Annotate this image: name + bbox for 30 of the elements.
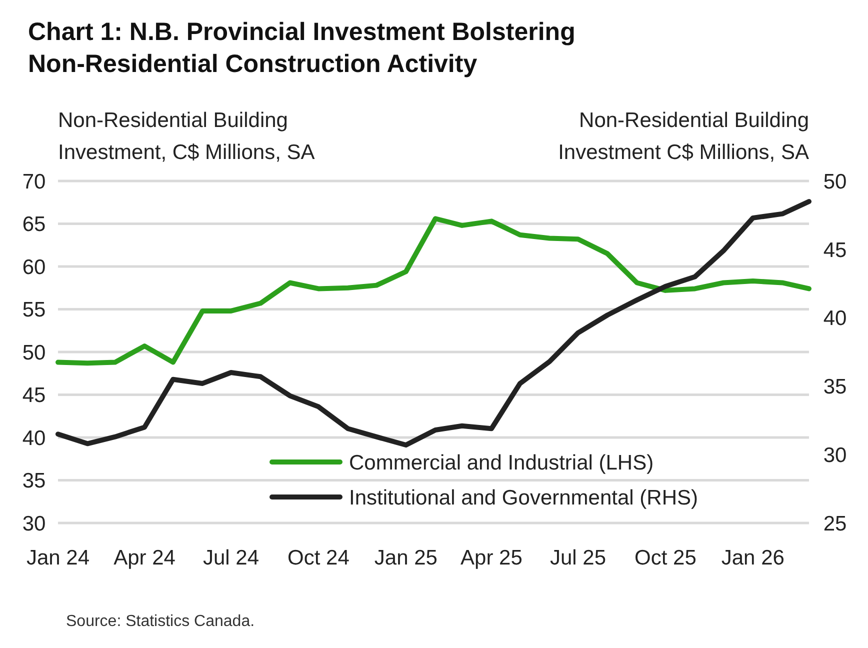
x-tick-label: Jan 26	[721, 546, 784, 570]
legend-label: Commercial and Industrial (LHS)	[349, 451, 654, 474]
x-tick-label: Oct 24	[288, 546, 350, 570]
y-tick-label: 55	[22, 298, 46, 322]
x-tick-label: Jul 25	[550, 546, 606, 570]
source-note: Source: Statistics Canada.	[66, 613, 255, 630]
x-tick-label: Apr 25	[460, 546, 522, 570]
y-tick-label: 70	[22, 170, 46, 194]
y2-tick-label: 25	[823, 512, 847, 536]
y2-tick-label: 50	[823, 170, 847, 194]
y-tick-label: 40	[22, 426, 46, 450]
y2-tick-label: 45	[823, 238, 847, 262]
y-tick-label: 60	[22, 256, 46, 279]
x-tick-label: Apr 24	[114, 546, 176, 570]
x-tick-label: Jan 24	[26, 546, 90, 570]
x-tick-label: Jul 24	[202, 546, 260, 570]
x-tick-label: Oct 25	[634, 546, 696, 570]
y2-axis-title: Non-Residential Building Investment C$ Millions, SA	[558, 109, 809, 164]
y-tick-label: 30	[22, 512, 46, 536]
y2-tick-label: 40	[823, 307, 847, 330]
legend-label: Institutional and Governmental (RHS)	[349, 486, 698, 510]
y-tick-label: 65	[22, 213, 46, 236]
y-tick-label: 45	[22, 384, 46, 408]
x-tick-label: Jan 25	[374, 546, 438, 570]
y2-tick-label: 30	[823, 444, 847, 467]
y-tick-label: 50	[22, 341, 46, 364]
y2-tick-label: 35	[823, 376, 847, 399]
chart-title: Chart 1: N.B. Provincial Investment Bolstering Non-Residential Construction Activity	[28, 18, 576, 78]
y-tick-label: 35	[22, 470, 46, 493]
y-axis-title: Non-Residential Building Investment, C$ Millions, SA	[58, 109, 315, 164]
